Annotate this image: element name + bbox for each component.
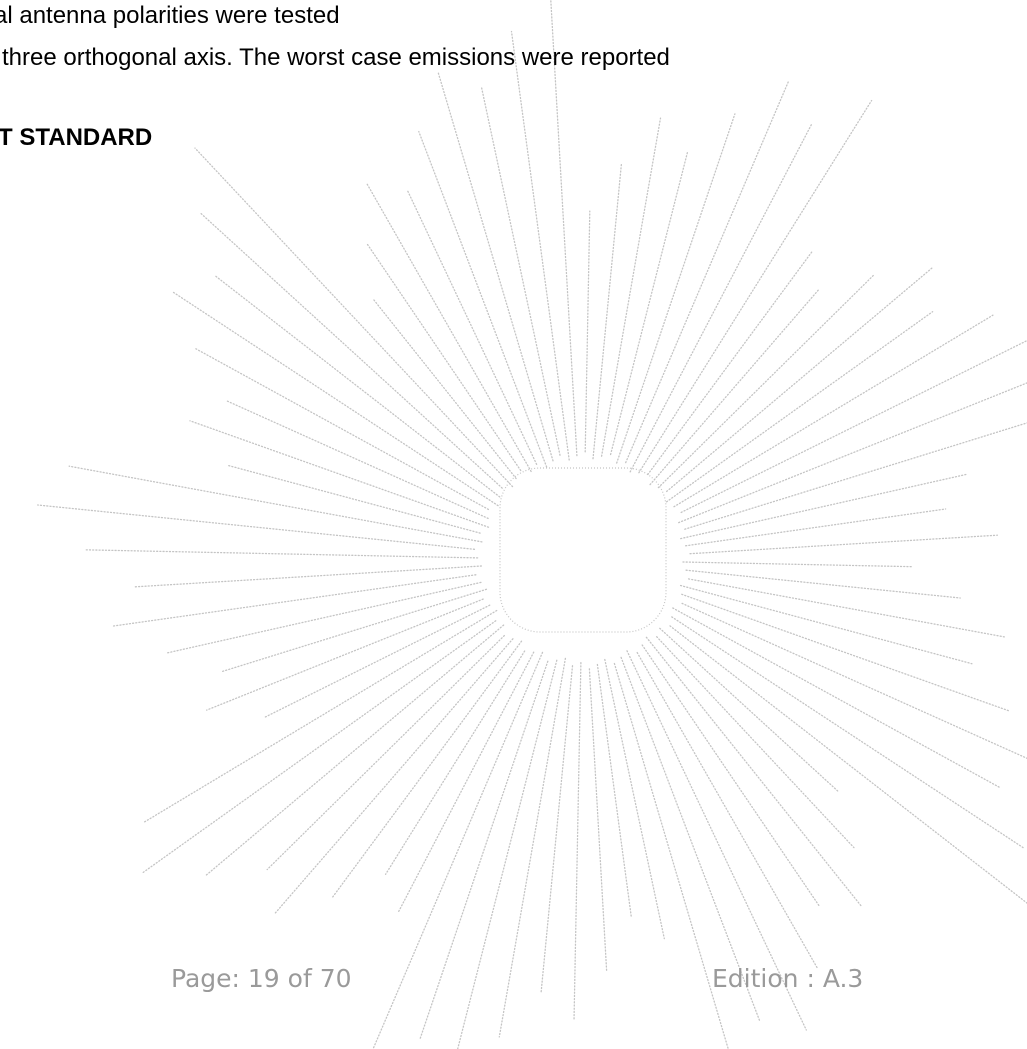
watermark-ray	[604, 658, 665, 940]
watermark-ray	[266, 634, 505, 871]
watermark-ray	[480, 87, 561, 456]
section-heading: EST STANDARD	[0, 124, 153, 151]
watermark-ray	[657, 274, 875, 489]
watermark-ray	[142, 609, 498, 824]
watermark-ray	[206, 598, 484, 711]
watermark-ray	[419, 660, 549, 1041]
watermark-ray	[669, 625, 1027, 904]
watermark-ray	[510, 30, 570, 461]
watermark-ray	[540, 665, 574, 994]
watermark-ray	[588, 668, 608, 972]
watermark-ray	[37, 504, 476, 550]
watermark-ray	[592, 162, 623, 460]
watermark-ray	[262, 604, 491, 719]
watermark-ray	[649, 289, 819, 486]
watermark-ray	[645, 636, 863, 908]
watermark-ray	[142, 620, 497, 874]
watermark-ray	[68, 465, 483, 543]
watermark-ray	[671, 616, 1025, 849]
watermark-ray	[681, 593, 1010, 712]
watermark-ray	[498, 657, 567, 1038]
watermark-ray	[274, 638, 514, 915]
watermark-ray	[680, 339, 1027, 514]
watermark-ray	[689, 534, 998, 555]
watermark-ray	[647, 250, 814, 476]
watermark-ray	[659, 627, 840, 793]
watermark-ray	[596, 663, 633, 919]
watermark-ray	[407, 190, 538, 465]
watermark-ray	[679, 584, 973, 665]
watermark-ray	[685, 508, 947, 547]
watermark-ray	[682, 561, 914, 568]
watermark-ray	[205, 624, 505, 876]
watermark-ray	[600, 117, 662, 457]
watermark-ray	[83, 549, 479, 559]
body-text-line-1: cal antenna polarities were tested	[0, 2, 340, 29]
watermark-ray	[220, 588, 488, 673]
watermark-ray	[680, 473, 967, 540]
watermark-ray	[573, 662, 582, 1022]
watermark-ray	[641, 644, 821, 908]
watermark-ray	[225, 399, 489, 520]
watermark-ray	[609, 150, 689, 456]
watermark-ray	[629, 122, 813, 473]
watermark-ray	[673, 314, 994, 508]
watermark-ray	[366, 182, 532, 473]
watermark-ray	[110, 574, 477, 627]
watermark-ray	[373, 299, 517, 480]
watermark-ray	[437, 71, 554, 462]
watermark-ray	[681, 602, 1027, 760]
page-number: Page: 19 of 70	[171, 964, 352, 993]
edition-label: Edition : A.3	[712, 964, 864, 993]
watermark-ray	[171, 290, 499, 507]
watermark-ray	[636, 651, 818, 969]
watermark-ray	[620, 656, 761, 1023]
watermark-ray	[365, 242, 522, 472]
watermark-ray	[418, 130, 548, 468]
watermark-ray	[397, 651, 535, 914]
watermark-ray	[214, 274, 501, 498]
watermark-ray	[665, 311, 934, 503]
watermark-ray	[685, 569, 961, 599]
watermark-ray	[550, 0, 578, 457]
watermark-ray	[626, 650, 807, 1031]
watermark-ray	[687, 578, 1005, 638]
watermark-ray	[165, 581, 482, 654]
watermark-ray	[331, 640, 523, 899]
watermark-ray	[195, 348, 490, 511]
watermark-ray	[666, 266, 934, 493]
watermark-ray	[613, 662, 729, 1049]
body-text-line-2: o three orthogonal axis. The worst case …	[0, 44, 670, 71]
watermark-ray	[194, 147, 514, 488]
watermark-ray	[678, 382, 1027, 524]
watermark-ray	[638, 99, 873, 474]
watermark-ray	[372, 651, 544, 1049]
watermark-ray	[189, 420, 490, 528]
watermark-ray	[672, 607, 1002, 789]
watermark-ray	[384, 650, 526, 875]
watermark-ray	[656, 636, 855, 849]
watermark-ray	[227, 464, 481, 534]
watermark-ray	[200, 212, 503, 489]
watermark-ray	[625, 80, 790, 464]
watermark-ray	[584, 210, 591, 453]
watermark-ray	[616, 113, 736, 464]
watermark-ray	[456, 659, 558, 1049]
watermark-ray	[684, 422, 1027, 530]
watermark-ray	[133, 565, 483, 588]
